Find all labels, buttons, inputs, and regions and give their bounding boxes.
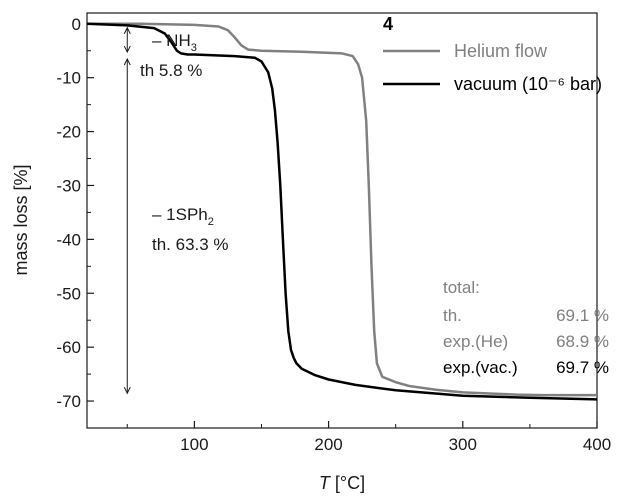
- annotation-nh3: – NH3: [152, 31, 197, 54]
- totals-label-he: exp.(He): [443, 332, 508, 351]
- annotation-nh3-th: th 5.8 %: [140, 61, 202, 80]
- x-tick-label-200: 200: [314, 435, 342, 454]
- x-tick-label-300: 300: [449, 435, 477, 454]
- annotation-sph2-th: th. 63.3 %: [152, 235, 229, 254]
- arrow-head-top-0: [123, 26, 131, 35]
- legend-label-helium: Helium flow: [454, 41, 548, 61]
- legend-label-vacuum: vacuum (10⁻⁶ bar): [454, 74, 602, 94]
- y-axis-ticks: 0 -10 -20 -30 -40 -50 -60 -70: [56, 15, 94, 411]
- totals-value-th: 69.1 %: [556, 306, 609, 325]
- x-axis-title: T [°C]: [319, 473, 365, 493]
- y-tick-label--50: -50: [56, 284, 81, 303]
- series-line-0: [87, 22, 597, 397]
- arrow-head-bottom-1: [123, 386, 131, 395]
- plot-frame: [86, 12, 598, 429]
- step-arrows: [123, 26, 131, 395]
- y-tick-label--20: -20: [56, 123, 81, 142]
- legend-title: 4: [383, 14, 393, 34]
- series-line-1: [86, 22, 598, 401]
- totals-label-vac: exp.(vac.): [443, 358, 518, 377]
- x-tick-label-400: 400: [583, 435, 611, 454]
- x-axis-ticks: 100 200 300 400: [126, 421, 611, 454]
- totals-heading: total:: [443, 278, 480, 297]
- arrow-head-bottom-0: [123, 45, 131, 54]
- y-tick-label--40: -40: [56, 230, 81, 249]
- y-axis-title: mass loss [%]: [11, 164, 31, 275]
- arrow-head-top-1: [123, 57, 131, 66]
- y-tick-label--30: -30: [56, 176, 81, 195]
- totals-value-vac: 69.7 %: [556, 358, 609, 377]
- y-tick-label--60: -60: [56, 338, 81, 357]
- totals-value-he: 68.9 %: [556, 332, 609, 351]
- series-lines: [86, 22, 598, 401]
- totals-label-th: th.: [443, 306, 462, 325]
- annotation-sph2: – 1SPh2: [152, 205, 214, 228]
- x-tick-label-100: 100: [180, 435, 208, 454]
- y-tick-label--10: -10: [56, 69, 81, 88]
- y-tick-label-0: 0: [72, 15, 81, 34]
- y-tick-label--70: -70: [56, 392, 81, 411]
